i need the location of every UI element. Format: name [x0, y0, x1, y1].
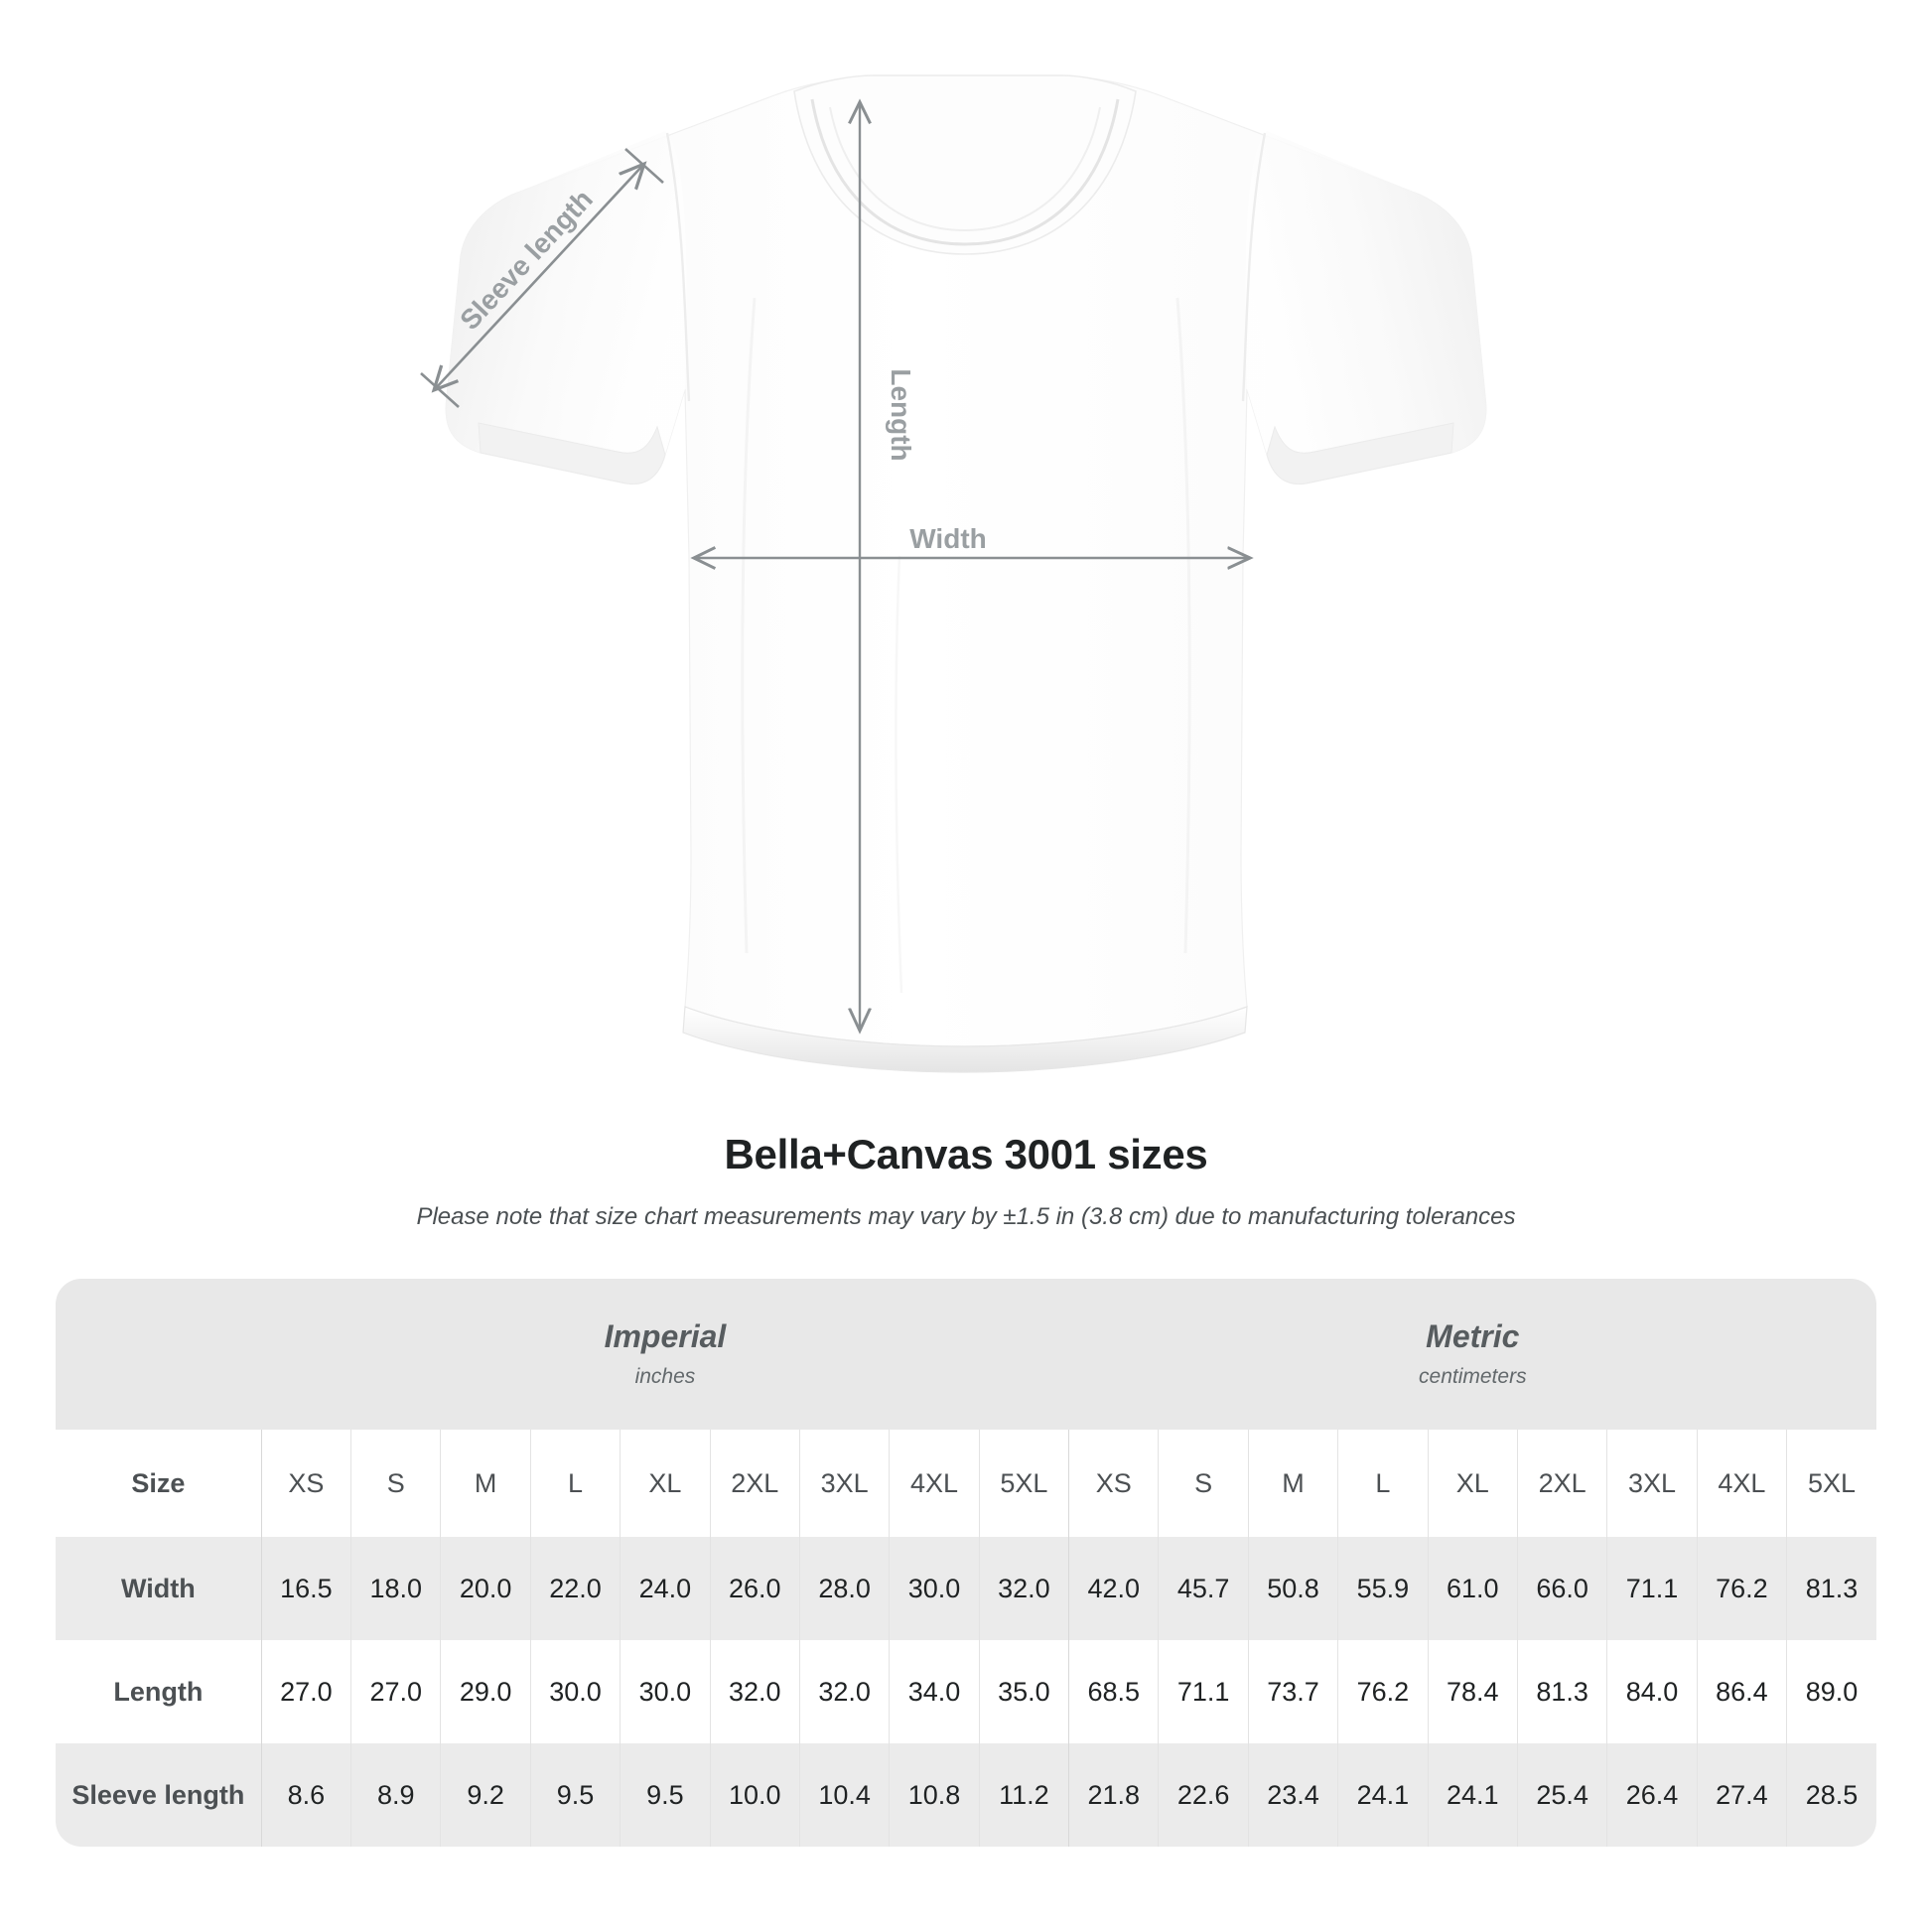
- tshirt-diagram: Sleeve length Length Width: [420, 74, 1487, 1073]
- cell-length-2xl-imperial: 32.0: [709, 1640, 800, 1743]
- unit-row-corner: [56, 1279, 262, 1430]
- cell-width-4xl-imperial: 30.0: [889, 1537, 980, 1640]
- size-header-l-metric: L: [1337, 1430, 1429, 1537]
- unit-header-row: Imperial inches Metric centimeters: [56, 1279, 1876, 1430]
- cell-length-s-imperial: 27.0: [350, 1640, 441, 1743]
- size-header-xl-imperial: XL: [620, 1430, 711, 1537]
- cell-sleeve-length-xl-metric: 24.1: [1427, 1743, 1518, 1847]
- length-label: Length: [886, 368, 916, 461]
- cell-width-3xl-imperial: 28.0: [798, 1537, 890, 1640]
- cell-sleeve-length-4xl-metric: 27.4: [1696, 1743, 1787, 1847]
- cell-width-l-imperial: 22.0: [529, 1537, 621, 1640]
- size-header-xs-imperial: XS: [260, 1430, 351, 1537]
- cell-width-2xl-metric: 66.0: [1516, 1537, 1607, 1640]
- size-corner-label: Size: [56, 1430, 262, 1537]
- size-header-l-imperial: L: [529, 1430, 621, 1537]
- width-label: Width: [909, 523, 987, 554]
- cell-length-m-imperial: 29.0: [440, 1640, 531, 1743]
- cell-length-5xl-metric: 89.0: [1786, 1640, 1876, 1743]
- size-chart-table: Imperial inches Metric centimeters Size …: [56, 1279, 1876, 1847]
- cell-length-xs-metric: 68.5: [1068, 1640, 1159, 1743]
- cell-sleeve-length-l-metric: 24.1: [1337, 1743, 1429, 1847]
- row-label-length: Length: [56, 1640, 262, 1743]
- cell-length-s-metric: 71.1: [1158, 1640, 1249, 1743]
- size-header-m-imperial: M: [440, 1430, 531, 1537]
- table-row: Width 16.5 18.0 20.0 22.0 24.0 26.0 28.0 30.0 32.…: [56, 1537, 1876, 1640]
- cell-sleeve-length-5xl-imperial: 11.2: [978, 1743, 1069, 1847]
- cell-width-xl-metric: 61.0: [1427, 1537, 1518, 1640]
- tshirt-illustration: Sleeve length Length Width: [420, 74, 1487, 1073]
- cell-sleeve-length-3xl-metric: 26.4: [1606, 1743, 1698, 1847]
- size-header-m-metric: M: [1247, 1430, 1338, 1537]
- cell-sleeve-length-m-imperial: 9.2: [440, 1743, 531, 1847]
- cell-width-xs-imperial: 16.5: [260, 1537, 351, 1640]
- unit-sub-metric: centimeters: [1419, 1364, 1527, 1388]
- cell-width-4xl-metric: 76.2: [1696, 1537, 1787, 1640]
- size-header-s-metric: S: [1158, 1430, 1249, 1537]
- size-header-xl-metric: XL: [1427, 1430, 1518, 1537]
- cell-width-xs-metric: 42.0: [1068, 1537, 1159, 1640]
- tshirt-shape: [445, 74, 1487, 1073]
- cell-sleeve-length-s-metric: 22.6: [1158, 1743, 1249, 1847]
- page-title: Bella+Canvas 3001 sizes: [724, 1131, 1208, 1177]
- size-header-s-imperial: S: [350, 1430, 441, 1537]
- cell-sleeve-length-2xl-metric: 25.4: [1516, 1743, 1607, 1847]
- size-header-3xl-metric: 3XL: [1606, 1430, 1698, 1537]
- cell-length-3xl-metric: 84.0: [1606, 1640, 1698, 1743]
- cell-length-5xl-imperial: 35.0: [978, 1640, 1069, 1743]
- cell-sleeve-length-l-imperial: 9.5: [529, 1743, 621, 1847]
- unit-sub-imperial: inches: [634, 1364, 696, 1388]
- cell-sleeve-length-3xl-imperial: 10.4: [798, 1743, 890, 1847]
- cell-width-s-metric: 45.7: [1158, 1537, 1249, 1640]
- cell-width-5xl-metric: 81.3: [1786, 1537, 1876, 1640]
- cell-length-4xl-imperial: 34.0: [889, 1640, 980, 1743]
- cell-sleeve-length-4xl-imperial: 10.8: [889, 1743, 980, 1847]
- unit-name-metric: Metric: [1426, 1317, 1520, 1354]
- cell-length-l-imperial: 30.0: [529, 1640, 621, 1743]
- sleeve-length-annotation: [420, 148, 664, 408]
- unit-group-metric: Metric centimeters: [1068, 1279, 1876, 1430]
- cell-sleeve-length-s-imperial: 8.9: [350, 1743, 441, 1847]
- size-header-3xl-imperial: 3XL: [798, 1430, 890, 1537]
- row-label-width: Width: [56, 1537, 262, 1640]
- size-chart-table-container: Imperial inches Metric centimeters Size …: [56, 1279, 1876, 1847]
- cell-length-4xl-metric: 86.4: [1696, 1640, 1787, 1743]
- cell-length-xs-imperial: 27.0: [260, 1640, 351, 1743]
- cell-width-3xl-metric: 71.1: [1606, 1537, 1698, 1640]
- size-header-2xl-metric: 2XL: [1516, 1430, 1607, 1537]
- cell-sleeve-length-2xl-imperial: 10.0: [709, 1743, 800, 1847]
- cell-width-xl-imperial: 24.0: [620, 1537, 711, 1640]
- size-header-4xl-metric: 4XL: [1696, 1430, 1787, 1537]
- cell-sleeve-length-5xl-metric: 28.5: [1786, 1743, 1876, 1847]
- size-header-5xl-imperial: 5XL: [978, 1430, 1069, 1537]
- size-header-row: Size XS S M L XL 2XL 3XL 4XL 5XL XS S M L XL 2XL 3XL 4XL…: [56, 1430, 1876, 1537]
- cell-width-5xl-imperial: 32.0: [978, 1537, 1069, 1640]
- cell-length-xl-imperial: 30.0: [620, 1640, 711, 1743]
- size-header-2xl-imperial: 2XL: [709, 1430, 800, 1537]
- cell-length-m-metric: 73.7: [1247, 1640, 1338, 1743]
- chart-heading: Bella+Canvas 3001 sizes Please note that…: [0, 1131, 1932, 1232]
- cell-sleeve-length-xl-imperial: 9.5: [620, 1743, 711, 1847]
- cell-sleeve-length-xs-imperial: 8.6: [260, 1743, 351, 1847]
- cell-length-xl-metric: 78.4: [1427, 1640, 1518, 1743]
- unit-name-imperial: Imperial: [604, 1317, 727, 1354]
- cell-sleeve-length-m-metric: 23.4: [1247, 1743, 1338, 1847]
- cell-length-l-metric: 76.2: [1337, 1640, 1429, 1743]
- row-label-sleeve-length: Sleeve length: [56, 1743, 262, 1847]
- cell-width-m-metric: 50.8: [1247, 1537, 1338, 1640]
- cell-width-s-imperial: 18.0: [350, 1537, 441, 1640]
- size-header-5xl-metric: 5XL: [1786, 1430, 1876, 1537]
- size-header-xs-metric: XS: [1068, 1430, 1159, 1537]
- size-header-4xl-imperial: 4XL: [889, 1430, 980, 1537]
- table-row: Length 27.0 27.0 29.0 30.0 30.0 32.0 32.0 34.0 35…: [56, 1640, 1876, 1743]
- table-row: Sleeve length 8.6 8.9 9.2 9.5 9.5 10.0 10.4 10.8…: [56, 1743, 1876, 1847]
- cell-length-2xl-metric: 81.3: [1516, 1640, 1607, 1743]
- cell-width-l-metric: 55.9: [1337, 1537, 1429, 1640]
- cell-width-m-imperial: 20.0: [440, 1537, 531, 1640]
- cell-sleeve-length-xs-metric: 21.8: [1068, 1743, 1159, 1847]
- tolerance-note: Please note that size chart measurements…: [416, 1203, 1516, 1231]
- unit-group-imperial: Imperial inches: [261, 1279, 1069, 1430]
- cell-width-2xl-imperial: 26.0: [709, 1537, 800, 1640]
- cell-length-3xl-imperial: 32.0: [798, 1640, 890, 1743]
